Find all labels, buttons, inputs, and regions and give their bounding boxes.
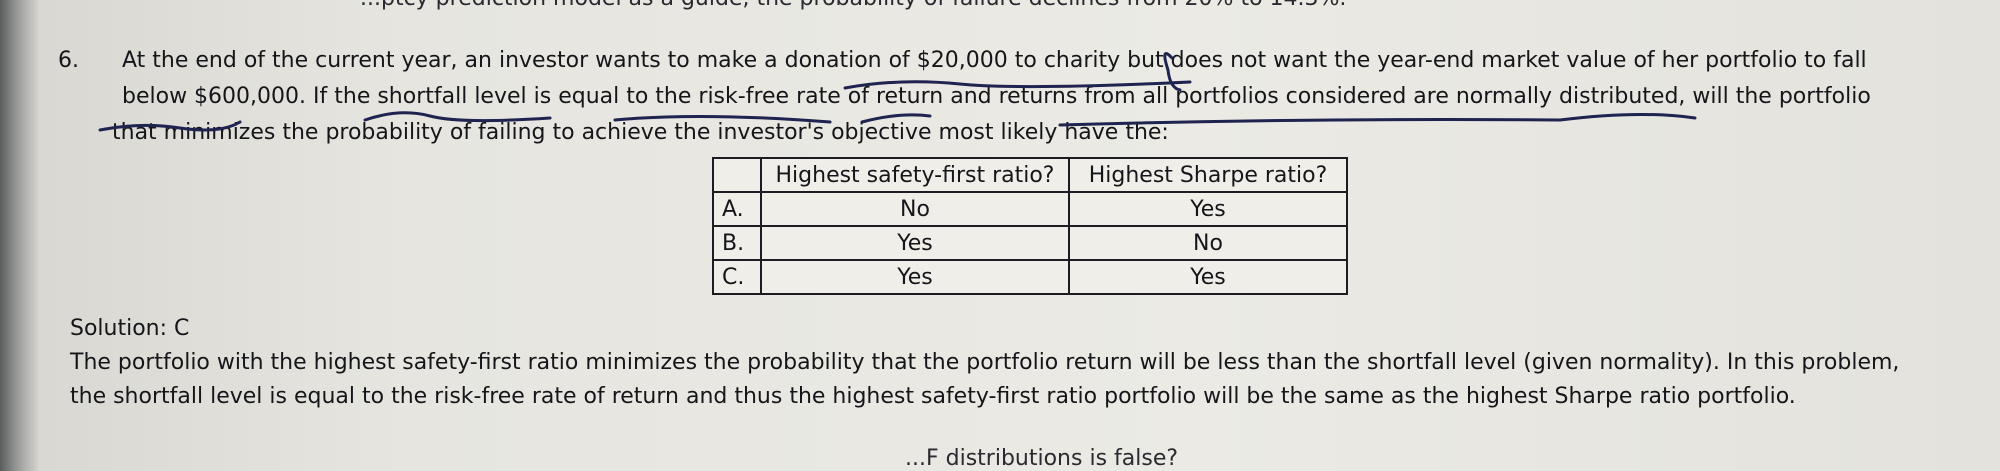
table-row: A. No Yes bbox=[712, 191, 1348, 227]
answer-table: Highest safety-first ratio? Highest Shar… bbox=[712, 157, 1348, 295]
table-row: C. Yes Yes bbox=[712, 259, 1348, 295]
table-row: B. Yes No bbox=[712, 225, 1348, 261]
option-letter: B. bbox=[712, 225, 762, 261]
question-line-3: that minimizes the probability of failin… bbox=[112, 120, 1169, 145]
option-letter: A. bbox=[712, 191, 762, 227]
bottom-cropped-text: ...F distributions is false? bbox=[905, 446, 1179, 471]
table-header-cell: Highest safety-first ratio? bbox=[760, 157, 1070, 193]
question-line-2: below $600,000. If the shortfall level i… bbox=[122, 84, 1871, 109]
table-cell: No bbox=[1068, 225, 1348, 261]
table-header-cell bbox=[712, 157, 762, 193]
solution-line-2: the shortfall level is equal to the risk… bbox=[70, 384, 1796, 409]
table-header-cell: Highest Sharpe ratio? bbox=[1068, 157, 1348, 193]
table-header-row: Highest safety-first ratio? Highest Shar… bbox=[712, 157, 1348, 193]
option-letter: C. bbox=[712, 259, 762, 295]
solution-line-1: The portfolio with the highest safety-fi… bbox=[70, 350, 1900, 375]
question-line-1: At the end of the current year, an inves… bbox=[122, 48, 1867, 73]
table-cell: Yes bbox=[1068, 191, 1348, 227]
top-cropped-text: ...ptcy prediction model as a guide, the… bbox=[360, 0, 1346, 11]
table-cell: Yes bbox=[1068, 259, 1348, 295]
question-number: 6. bbox=[58, 48, 79, 73]
table-cell: Yes bbox=[760, 259, 1070, 295]
table-cell: Yes bbox=[760, 225, 1070, 261]
table-cell: No bbox=[760, 191, 1070, 227]
solution-label: Solution: C bbox=[70, 316, 190, 341]
